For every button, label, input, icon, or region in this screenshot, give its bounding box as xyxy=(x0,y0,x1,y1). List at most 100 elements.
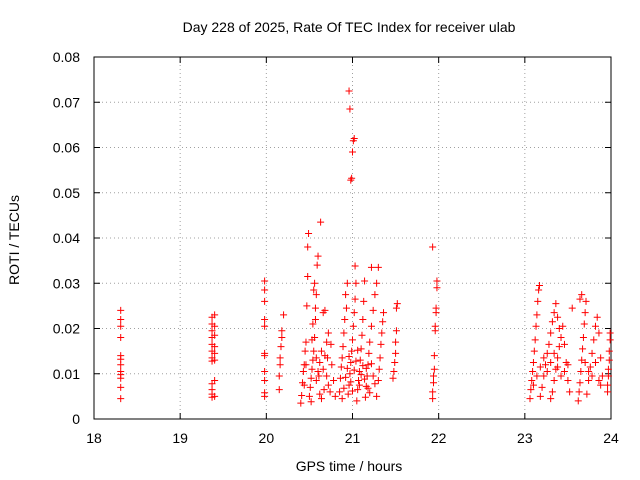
data-point xyxy=(278,327,286,335)
data-point xyxy=(314,367,322,375)
data-point xyxy=(591,322,599,330)
data-point xyxy=(336,388,344,396)
data-point xyxy=(367,263,375,271)
data-point xyxy=(531,336,539,344)
data-point xyxy=(429,243,437,251)
data-point xyxy=(433,284,441,292)
data-point xyxy=(312,291,320,299)
data-point xyxy=(604,372,612,380)
data-point xyxy=(305,229,313,237)
data-point xyxy=(429,395,437,403)
data-point xyxy=(117,367,125,375)
data-point xyxy=(299,367,307,375)
y-tick-label: 0.06 xyxy=(53,140,80,156)
data-point xyxy=(277,343,285,351)
data-point xyxy=(604,365,612,373)
data-point xyxy=(348,347,356,355)
data-point xyxy=(557,372,565,380)
data-point xyxy=(604,381,612,389)
data-point xyxy=(308,365,316,373)
data-point xyxy=(588,372,596,380)
data-point xyxy=(320,386,328,394)
data-point xyxy=(302,338,310,346)
data-point xyxy=(311,315,319,323)
data-point xyxy=(302,361,310,369)
data-point xyxy=(538,383,546,391)
data-point xyxy=(568,304,576,312)
data-point xyxy=(261,367,269,375)
data-point xyxy=(575,388,583,396)
data-point xyxy=(298,391,306,399)
data-point xyxy=(297,399,305,407)
data-point xyxy=(306,383,314,391)
data-point xyxy=(338,395,346,403)
data-point xyxy=(373,279,381,287)
x-tick-label: 23 xyxy=(517,430,533,446)
x-tick-label: 20 xyxy=(259,430,275,446)
data-point xyxy=(346,370,354,378)
data-point xyxy=(361,277,369,285)
data-point xyxy=(324,354,332,362)
data-point xyxy=(315,372,323,380)
x-tick-label: 19 xyxy=(172,430,188,446)
data-point xyxy=(526,395,534,403)
data-point xyxy=(380,309,388,317)
data-point xyxy=(390,367,398,375)
data-point xyxy=(300,381,308,389)
data-point xyxy=(208,386,216,394)
data-point xyxy=(429,372,437,380)
data-point xyxy=(311,279,319,287)
data-point xyxy=(276,354,284,362)
data-point xyxy=(352,357,360,365)
data-point xyxy=(550,349,558,357)
data-point xyxy=(357,345,365,353)
data-point xyxy=(585,367,593,375)
data-point xyxy=(393,300,401,308)
data-point xyxy=(362,382,370,390)
data-point xyxy=(345,381,353,389)
y-tick-labels: 0 0.01 0.02 0.03 0.04 0.05 0.06 0.07 0.08 xyxy=(53,49,80,427)
data-point xyxy=(548,318,556,326)
data-point xyxy=(317,347,325,355)
data-point xyxy=(564,377,572,385)
data-point xyxy=(275,386,283,394)
data-point xyxy=(391,358,399,366)
data-point xyxy=(359,315,367,323)
data-point xyxy=(550,309,558,317)
data-point xyxy=(527,386,535,394)
data-point xyxy=(347,358,355,366)
data-point xyxy=(304,272,312,280)
data-point xyxy=(605,347,613,355)
data-point xyxy=(597,381,605,389)
data-point xyxy=(308,336,316,344)
data-point xyxy=(280,311,288,319)
data-point xyxy=(355,367,363,375)
data-point xyxy=(566,388,574,396)
data-point xyxy=(350,366,358,374)
data-point xyxy=(310,286,318,294)
data-point xyxy=(328,361,336,369)
y-tick-label: 0 xyxy=(72,411,80,427)
data-point xyxy=(545,340,553,348)
data-point xyxy=(345,87,353,95)
data-point xyxy=(351,262,359,270)
axis-ticks xyxy=(93,56,612,420)
y-tick-label: 0.02 xyxy=(53,321,80,337)
data-point xyxy=(532,322,540,330)
data-point xyxy=(364,384,372,392)
y-tick-label: 0.03 xyxy=(53,275,80,291)
data-point xyxy=(606,336,614,344)
data-point xyxy=(211,331,219,339)
data-point xyxy=(379,318,387,326)
data-point xyxy=(529,367,537,375)
data-point xyxy=(593,313,601,321)
data-point xyxy=(606,329,614,337)
data-point xyxy=(327,340,335,348)
data-point xyxy=(337,363,345,371)
data-point xyxy=(353,397,361,405)
data-point xyxy=(351,295,359,303)
data-points xyxy=(117,87,614,407)
data-point xyxy=(547,395,555,403)
data-point xyxy=(344,390,352,398)
data-point xyxy=(342,373,350,381)
